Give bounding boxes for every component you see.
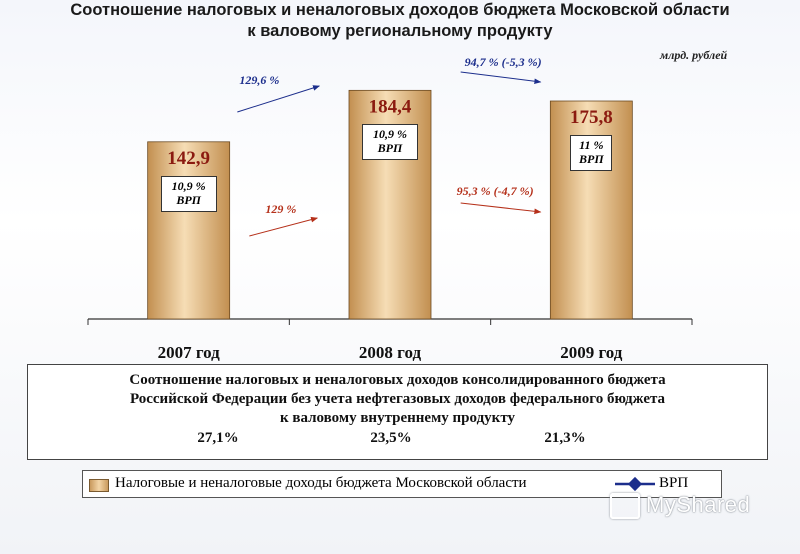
vrp-growth-label-1: 94,7 % (-5,3 %) — [465, 55, 542, 69]
federal-value-2009: 21,3% — [544, 430, 586, 446]
legend-line-label: ВРП — [659, 475, 689, 491]
federal-box-line-3: к валовому внутреннему продукту — [279, 410, 515, 426]
title-line-1: Соотношение налоговых и неналоговых дохо… — [70, 1, 730, 19]
vrp-growth-arrow-0 — [237, 85, 321, 113]
federal-box-line-1: Соотношение налоговых и неналоговых дохо… — [129, 372, 666, 388]
x-tick-label-1: 2008 год — [359, 343, 422, 362]
vrp-share-line-0: 11 % — [579, 138, 604, 152]
x-tick-label-2: 2009 год — [560, 343, 623, 362]
federal-ratio-box: Соотношение налоговых и неналоговых дохо… — [27, 364, 768, 460]
bar-value-label-1: 184,4 — [369, 96, 412, 117]
vrp-growth-label-0: 129,6 % — [239, 73, 279, 87]
chart-area: 142,9 2007 год 184,4 2008 год 175,8 2009 год 1… — [87, 55, 693, 362]
vrp-share-box-2: 11 % ВРП — [570, 135, 613, 171]
revenue-growth-arrow-1 — [460, 202, 542, 215]
legend-bar-label: Налоговые и неналоговые доходы бюджета М… — [115, 475, 527, 491]
revenue-growth-label-0: 129 % — [265, 202, 296, 216]
legend-line-swatch — [615, 476, 655, 492]
vrp-share-line-1: ВРП — [176, 192, 201, 207]
vrp-share-line-0: 10,9 % — [171, 178, 206, 193]
watermark-text: MyShared — [646, 492, 751, 517]
federal-value-2008: 23,5% — [370, 430, 412, 446]
title-line-2: к валовому региональному продукту — [247, 22, 553, 40]
revenue-growth-arrow-0 — [249, 216, 319, 237]
vrp-growth-arrow-1 — [460, 71, 542, 84]
vrp-share-line-1: ВРП — [578, 152, 604, 166]
bar-value-label-0: 142,9 — [167, 148, 210, 169]
watermark: MyShared — [610, 492, 790, 526]
unit-label: млрд. рублей — [660, 48, 728, 62]
federal-value-2007: 27,1% — [197, 430, 239, 446]
chart-title: Соотношение налоговых и неналоговых дохо… — [0, 0, 800, 42]
legend-bar-swatch — [89, 479, 109, 492]
bar-0 — [147, 141, 231, 320]
x-tick-label-0: 2007 год — [158, 343, 221, 362]
myshared-logo-icon — [610, 493, 640, 520]
vrp-share-box-0: 10,9 % ВРП — [160, 175, 217, 212]
federal-box-line-2: Российской Федерации без учета нефтегазо… — [129, 391, 666, 407]
vrp-share-line-0: 10,9 % — [373, 127, 407, 142]
bar-2 — [549, 100, 633, 320]
vrp-share-line-1: ВРП — [377, 141, 403, 156]
revenue-growth-label-1: 95,3 % (-4,7 %) — [457, 184, 534, 198]
bar-value-label-2: 175,8 — [570, 107, 613, 128]
vrp-share-box-1: 10,9 % ВРП — [362, 124, 418, 161]
